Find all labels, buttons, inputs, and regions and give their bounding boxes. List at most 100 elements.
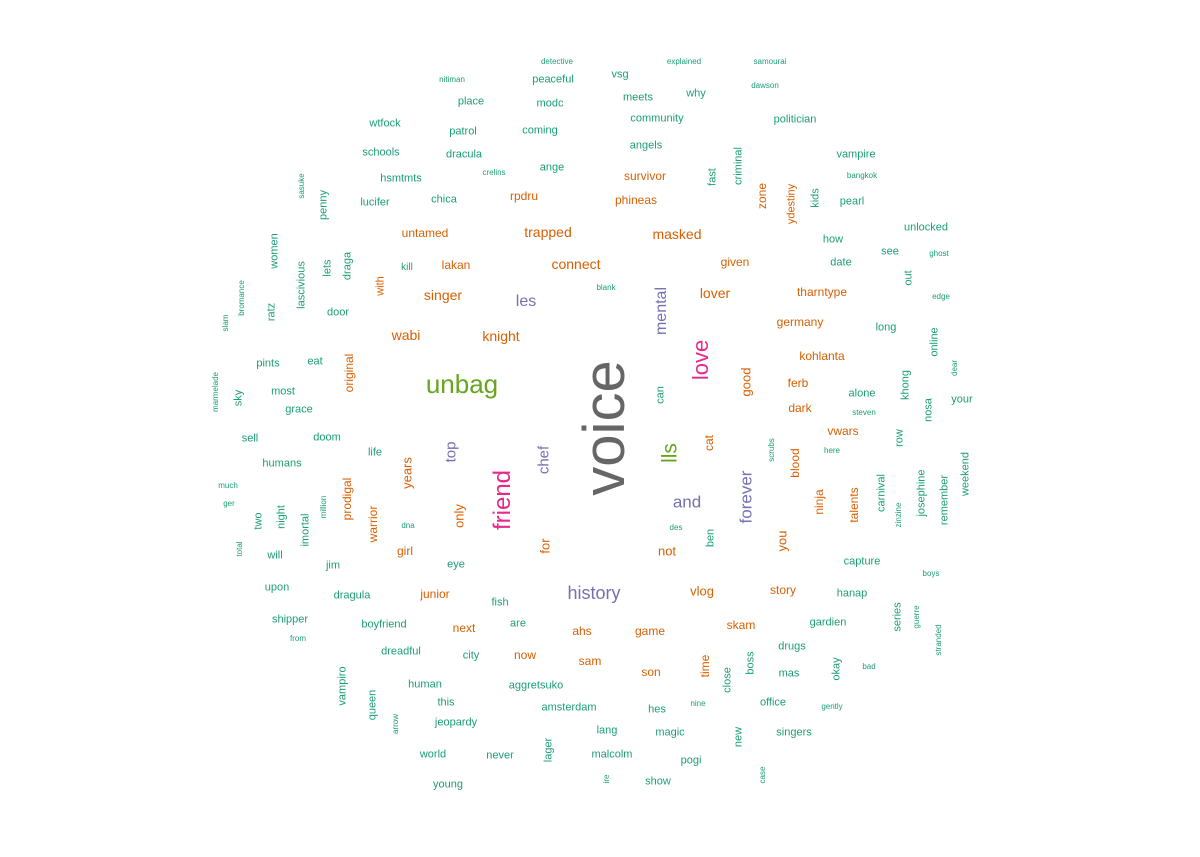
- word-dracula: dracula: [445, 148, 483, 161]
- word-grace: grace: [285, 403, 313, 416]
- word-crelins: crelins: [482, 168, 506, 177]
- word-only: only: [451, 504, 467, 528]
- word-vampire: vampire: [836, 148, 876, 161]
- word-hes: hes: [648, 703, 666, 716]
- word-will: will: [267, 549, 283, 562]
- word-mental: mental: [653, 286, 670, 336]
- word-dragula: dragula: [333, 589, 371, 602]
- word-modc: modc: [536, 97, 564, 110]
- word-much: much: [218, 481, 238, 490]
- word-rpdru: rpdru: [509, 189, 539, 203]
- word-upon: upon: [264, 581, 290, 594]
- word-cat: cat: [702, 434, 716, 452]
- word-dawson: dawson: [751, 81, 779, 90]
- word-capture: capture: [843, 555, 881, 568]
- word-samourai: samourai: [753, 57, 787, 66]
- word-ben: ben: [704, 528, 717, 548]
- word-ferb: ferb: [787, 376, 809, 390]
- word-place: place: [457, 95, 485, 108]
- word-hsmtmts: hsmtmts: [380, 172, 422, 185]
- word-new: new: [732, 726, 745, 748]
- word-shipper: shipper: [271, 613, 309, 626]
- word-jeopardy: jeopardy: [434, 716, 478, 729]
- word-mas: mas: [778, 667, 800, 680]
- word-stranded: stranded: [934, 624, 943, 656]
- word-angels: angels: [629, 139, 663, 152]
- word-ger: ger: [223, 499, 235, 508]
- word-top: top: [442, 441, 460, 463]
- word-young: young: [433, 778, 463, 791]
- word-warrior: warrior: [366, 505, 380, 543]
- word-chica: chica: [431, 193, 457, 206]
- word-zinzine: zinzine: [894, 502, 903, 528]
- word-with: with: [374, 276, 387, 296]
- word-life: life: [367, 446, 383, 459]
- word-nosa: nosa: [922, 398, 935, 422]
- word-now: now: [513, 648, 537, 662]
- word-total: total: [235, 541, 244, 557]
- word-ire: ire: [602, 774, 611, 784]
- word-community: community: [630, 112, 684, 125]
- word-alone: alone: [848, 387, 876, 400]
- word-coming: coming: [522, 124, 558, 137]
- word-sam: sam: [578, 654, 602, 668]
- word-lucifer: lucifer: [360, 196, 390, 209]
- word-steven: steven: [852, 408, 876, 417]
- word-wtfock: wtfock: [369, 117, 401, 130]
- word-years: years: [399, 457, 415, 489]
- word-out: out: [902, 270, 915, 286]
- word-time: time: [698, 654, 712, 678]
- word-love: love: [688, 339, 713, 381]
- word-jim: jim: [325, 559, 341, 572]
- word-khong: khong: [899, 370, 912, 400]
- word-arrow: arrow: [391, 713, 400, 735]
- word-talents: talents: [847, 487, 861, 523]
- word-next: next: [452, 621, 476, 635]
- word-lover: lover: [699, 285, 731, 301]
- word-remember: remember: [938, 474, 951, 526]
- word-see: see: [881, 245, 899, 258]
- word-and: and: [672, 492, 702, 512]
- word-untamed: untamed: [401, 226, 449, 240]
- word-criminal: criminal: [732, 147, 745, 185]
- word-unlocked: unlocked: [903, 221, 949, 234]
- word-girl: girl: [396, 544, 414, 558]
- word-lang: lang: [596, 724, 618, 737]
- word-pearl: pearl: [839, 195, 865, 208]
- word-blank: blank: [596, 283, 616, 292]
- word-les: les: [515, 293, 537, 310]
- word-here: here: [823, 446, 841, 455]
- word-trapped: trapped: [524, 224, 572, 240]
- word-lakan: lakan: [441, 258, 471, 272]
- word-voice: voice: [572, 360, 637, 496]
- word-detective: detective: [540, 57, 574, 66]
- word-sky: sky: [232, 389, 245, 407]
- word-ydestiny: ydestiny: [785, 183, 798, 225]
- word-singer: singer: [423, 287, 463, 303]
- word-germany: germany: [776, 315, 824, 329]
- word-unbag: unbag: [425, 369, 499, 399]
- word-son: son: [641, 665, 661, 679]
- word-dark: dark: [788, 401, 812, 415]
- word-des: des: [669, 523, 683, 532]
- word-bad: bad: [862, 662, 876, 671]
- word-million: million: [319, 495, 328, 519]
- word-show: show: [645, 775, 671, 788]
- word-hanap: hanap: [836, 587, 868, 600]
- word-not: not: [657, 543, 677, 559]
- word-amsterdam: amsterdam: [541, 701, 597, 714]
- word-tharntype: tharntype: [796, 285, 848, 299]
- word-scrubs: scrubs: [767, 438, 776, 462]
- word-ratz: ratz: [265, 302, 278, 322]
- word-queen: queen: [366, 689, 379, 721]
- word-vampiro: vampiro: [336, 666, 349, 706]
- word-schools: schools: [362, 146, 400, 159]
- word-for: for: [537, 538, 553, 554]
- word-skam: skam: [726, 618, 756, 632]
- word-slam: slam: [221, 314, 230, 332]
- word-why: why: [686, 87, 706, 100]
- word-drugs: drugs: [778, 640, 806, 653]
- word-door: door: [326, 306, 350, 319]
- word-imortal: imortal: [299, 513, 312, 547]
